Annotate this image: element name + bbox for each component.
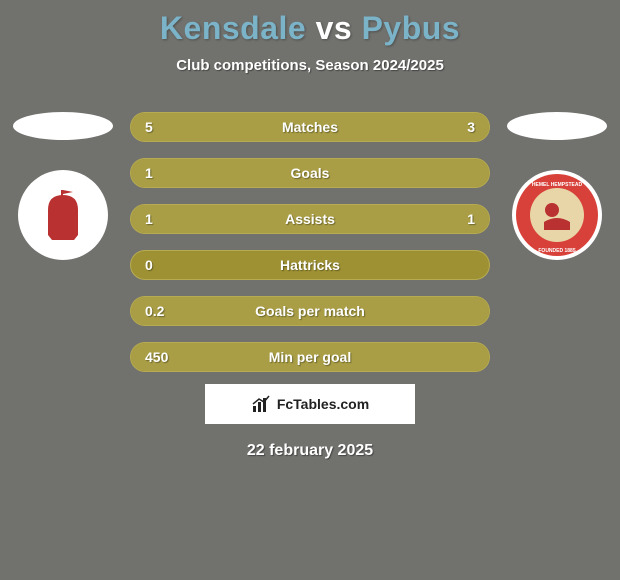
title-player1: Kensdale — [160, 10, 306, 46]
subtitle: Club competitions, Season 2024/2025 — [176, 57, 444, 74]
left-club-icon — [28, 180, 98, 250]
stats-bars: 53Matches 1Goals 11Assists 0Hattricks 0.2Goa… — [118, 112, 502, 372]
source-logo-text: FcTables.com — [277, 396, 369, 412]
right-name-ellipse — [507, 112, 607, 140]
bar-label: Goals per match — [131, 297, 489, 325]
chart-icon — [251, 394, 271, 414]
bar-label: Assists — [131, 205, 489, 233]
stats-area: 53Matches 1Goals 11Assists 0Hattricks 0.2Goa… — [0, 112, 620, 372]
bar-label: Min per goal — [131, 343, 489, 371]
date-text: 22 february 2025 — [247, 442, 373, 460]
stat-row: 1Goals — [130, 158, 490, 188]
left-column — [8, 112, 118, 260]
stat-row: 0.2Goals per match — [130, 296, 490, 326]
bar-label: Matches — [131, 113, 489, 141]
stat-row: 0Hattricks — [130, 250, 490, 280]
left-name-ellipse — [13, 112, 113, 140]
source-logo: FcTables.com — [205, 384, 415, 424]
page-title: Kensdale vs Pybus — [160, 10, 460, 47]
stat-row: 450Min per goal — [130, 342, 490, 372]
right-club-badge: HEMEL HEMPSTEAD FOUNDED 1885 — [512, 170, 602, 260]
right-column: HEMEL HEMPSTEAD FOUNDED 1885 — [502, 112, 612, 260]
title-player2: Pybus — [362, 10, 461, 46]
left-club-badge — [18, 170, 108, 260]
svg-text:HEMEL HEMPSTEAD: HEMEL HEMPSTEAD — [532, 182, 583, 188]
right-club-icon: HEMEL HEMPSTEAD FOUNDED 1885 — [514, 172, 600, 258]
stat-row: 11Assists — [130, 204, 490, 234]
title-vs: vs — [316, 10, 353, 46]
svg-text:FOUNDED 1885: FOUNDED 1885 — [538, 248, 575, 254]
bar-label: Hattricks — [131, 251, 489, 279]
stat-row: 53Matches — [130, 112, 490, 142]
bar-label: Goals — [131, 159, 489, 187]
